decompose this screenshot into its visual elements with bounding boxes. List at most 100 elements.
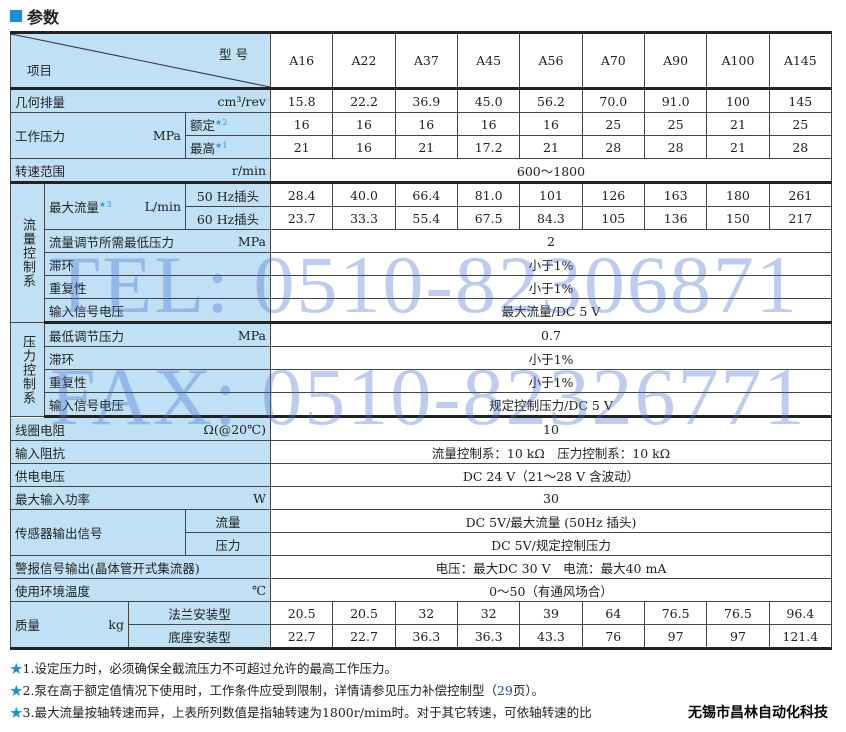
value-cell: 16 xyxy=(332,112,396,136)
label-cell: 重复性 xyxy=(44,275,271,299)
value-cell: 145 xyxy=(768,88,833,113)
label-cell: 50 Hz插头 xyxy=(185,182,271,207)
row-label: 流量调节所需最低压力 xyxy=(49,234,175,250)
row-label: 60 Hz插头 xyxy=(196,211,260,227)
label-cell: 输入信号电压 xyxy=(44,392,271,418)
unit-label: r/min xyxy=(231,162,266,178)
row-label: 最大流量 xyxy=(49,200,100,215)
row-label: 工作压力 xyxy=(15,129,66,144)
row-label: 质量 xyxy=(15,618,41,633)
value-cell: 97 xyxy=(706,624,770,649)
value-cell: 261 xyxy=(768,182,833,207)
value-cell: 21 xyxy=(269,135,334,159)
label-cell: 传感器输出信号 xyxy=(10,509,186,556)
row-label: 50 Hz插头 xyxy=(196,188,260,204)
row-label: 输入信号电压 xyxy=(49,303,125,319)
footnote-3: ★3.最大流量按轴转速而异，上表所列数值是指轴转速为1800r/mim时。对于其… xyxy=(10,705,592,720)
model-header: 型 号 xyxy=(219,47,248,62)
label-cell: 输入阻抗 xyxy=(10,440,271,464)
value-cell: 163 xyxy=(643,182,708,207)
value-cell: 0～50（有通风场合） xyxy=(270,578,832,602)
footnote-star: ★2 xyxy=(215,117,228,127)
company-name: 无锡市昌林自动化科技 xyxy=(686,702,830,722)
row-label: 线圈电阻 xyxy=(15,422,66,438)
value-cell: 25 xyxy=(768,112,833,136)
label-cell: 底座安装型 xyxy=(128,624,271,649)
value-cell: 小于1% xyxy=(270,275,832,299)
footnote-star: ★1 xyxy=(215,140,228,150)
value-cell: 15.8 xyxy=(269,88,334,113)
value-cell: 76 xyxy=(581,624,645,649)
value-cell: DC 5V/最大流量 (50Hz 插头) xyxy=(270,509,832,533)
value-cell: 105 xyxy=(581,206,645,230)
value-cell: 100 xyxy=(706,88,770,113)
value-cell: 10 xyxy=(270,416,832,441)
value-cell: 45.0 xyxy=(456,88,521,113)
group-label: 流量控制系 xyxy=(10,182,45,323)
unit-label: MPa xyxy=(237,327,266,343)
row-label: 最大输入功率 xyxy=(15,491,91,507)
unit-label: MPa xyxy=(237,233,266,249)
label-cell: 重复性 xyxy=(44,369,271,393)
row-label: 流量 xyxy=(215,514,241,530)
value-cell: 16 xyxy=(394,112,458,136)
value-cell: 81.0 xyxy=(456,182,521,207)
value-cell: 16 xyxy=(332,135,396,159)
section-title: 参数 xyxy=(10,4,59,28)
value-cell: 21 xyxy=(706,135,770,159)
value-cell: 70.0 xyxy=(581,88,645,113)
row-label: 警报信号输出(晶体管开式集流器) xyxy=(15,560,200,576)
value-cell: 126 xyxy=(581,182,645,207)
label-cell: 流量 xyxy=(185,509,271,533)
value-cell: 最大流量/DC 5 V xyxy=(270,298,832,324)
value-cell: 小于1% xyxy=(270,346,832,370)
row-label: 转速范围 xyxy=(15,163,66,179)
unit-label: W xyxy=(253,490,266,506)
model-header-cell: A37 xyxy=(394,32,458,90)
value-cell: 32 xyxy=(456,601,521,625)
label-cell: 最大输入功率 W xyxy=(10,486,271,510)
value-cell: 180 xyxy=(706,182,770,207)
label-cell: 质量 kg xyxy=(10,601,129,649)
value-cell: 21 xyxy=(394,135,458,159)
value-cell: 16 xyxy=(456,112,521,136)
footnote-2: ★2.泵在高于额定值情况下使用时，工作条件应受到限制，详情请参见压力补偿控制型（… xyxy=(10,683,545,698)
value-cell: DC 24 V（21～28 V 含波动） xyxy=(270,463,832,487)
value-cell: 40.0 xyxy=(332,182,396,207)
group-label: 压力控制系 xyxy=(10,322,45,417)
label-cell: 压力 xyxy=(185,532,271,556)
row-label: 重复性 xyxy=(49,280,87,296)
value-cell: 22.2 xyxy=(332,88,396,113)
value-cell: 小于1% xyxy=(270,252,832,276)
label-cell: 转速范围 r/min xyxy=(10,158,271,184)
value-cell: 25 xyxy=(643,112,708,136)
value-cell: 121.4 xyxy=(768,624,833,649)
label-cell: 最高★1 xyxy=(185,135,271,159)
unit-label: L/min xyxy=(144,199,181,214)
row-label: 底座安装型 xyxy=(168,629,231,645)
value-cell: 67.5 xyxy=(456,206,521,230)
label-cell: 工作压力 MPa xyxy=(10,112,186,159)
value-cell: 136 xyxy=(643,206,708,230)
label-cell: 使用环境温度 ℃ xyxy=(10,578,271,602)
label-cell: 几何排量 cm³/rev xyxy=(10,88,271,113)
model-header-cell: A145 xyxy=(768,32,833,90)
label-cell: 输入信号电压 xyxy=(44,298,271,324)
item-header: 项目 xyxy=(27,63,53,78)
label-cell: 滞环 xyxy=(44,346,271,370)
label-cell: 线圈电阻 Ω(@20℃) xyxy=(10,416,271,441)
model-header-cell: A56 xyxy=(519,32,583,90)
value-cell: DC 5V/规定控制压力 xyxy=(270,532,832,556)
label-cell: 额定★2 xyxy=(185,112,271,136)
row-label: 压力 xyxy=(215,537,241,553)
value-cell: 39 xyxy=(519,601,583,625)
square-bullet-icon xyxy=(10,10,22,22)
value-cell: 76.5 xyxy=(706,601,770,625)
header-diagonal-cell: 型 号项目 xyxy=(10,32,271,90)
model-header-cell: A90 xyxy=(643,32,708,90)
model-header-cell: A45 xyxy=(456,32,521,90)
value-cell: 217 xyxy=(768,206,833,230)
row-label: 滞环 xyxy=(49,257,75,273)
unit-label: Ω(@20℃) xyxy=(203,421,266,437)
value-cell: 150 xyxy=(706,206,770,230)
